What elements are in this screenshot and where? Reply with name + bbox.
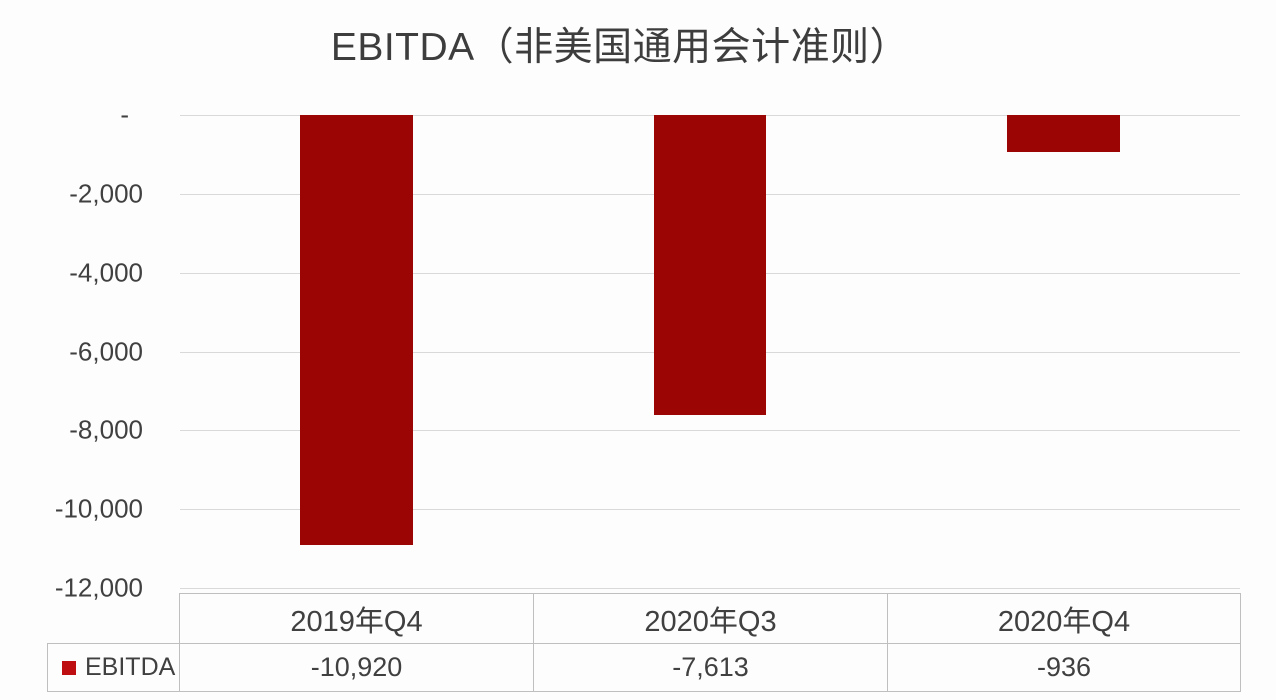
table-header-2020-q4: 2020年Q4 <box>887 593 1241 644</box>
bar-2020年Q4 <box>1006 115 1120 152</box>
table-corner-blank <box>48 594 180 644</box>
legend-color-swatch-icon <box>62 660 76 675</box>
chart-title: EBITDA（非美国通用会计准则） <box>330 26 910 69</box>
bar-2019年Q4 <box>300 115 414 546</box>
gridline <box>180 588 1240 589</box>
gridline <box>180 509 1240 511</box>
y-axis-tick-label: -2,000 <box>69 178 143 209</box>
y-axis-tick-label: -8,000 <box>69 414 143 445</box>
table-header-2020-q3: 2020年Q3 <box>533 593 888 644</box>
y-axis: - -2,000 -4,000 -6,000 -8,000 -10,000 -12,000 <box>0 100 143 603</box>
table-header-2019-q4: 2019年Q4 <box>179 593 534 644</box>
y-axis-tick-label: -10,000 <box>54 493 143 524</box>
table-value-row: EBITDA -10,920 -7,613 -936 <box>47 643 1241 692</box>
y-axis-tick-label: -6,000 <box>69 336 143 366</box>
legend-label: EBITDA <box>85 653 176 681</box>
gridline <box>180 430 1240 432</box>
table-value-2019-q4: -10,920 <box>179 643 534 692</box>
legend-item-ebitda: EBITDA <box>47 643 180 692</box>
plot-area <box>180 115 1240 589</box>
data-table: 2019年Q4 2020年Q3 2020年Q4 EBITDA -10,920 -… <box>47 593 1241 692</box>
table-value-2020-q3: -7,613 <box>533 643 888 692</box>
table-header-row: 2019年Q4 2020年Q3 2020年Q4 <box>48 593 1241 644</box>
bar-2020年Q3 <box>653 115 767 416</box>
y-axis-tick-label: -12,000 <box>54 572 143 603</box>
y-axis-tick-label: - <box>120 99 129 130</box>
table-value-2020-q4: -936 <box>887 643 1241 692</box>
y-axis-tick-label: -4,000 <box>69 257 143 288</box>
